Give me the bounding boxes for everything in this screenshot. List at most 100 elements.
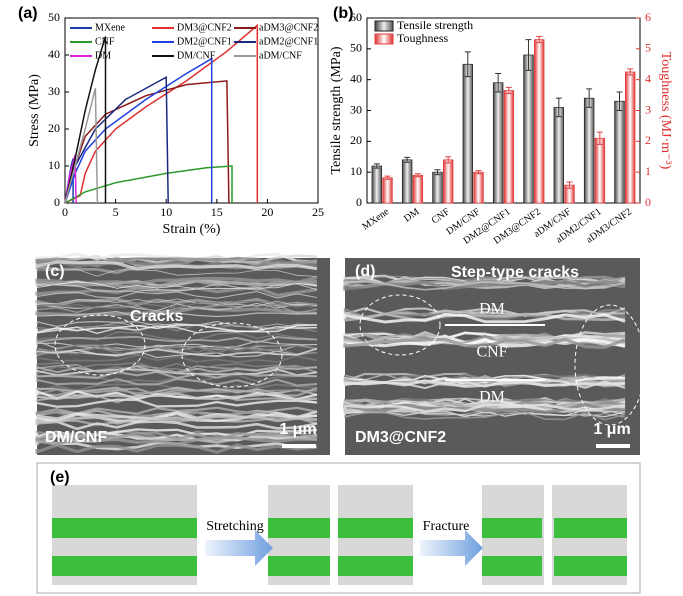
x-tick-label: 10 <box>160 205 172 219</box>
y-tick-label: 4 <box>645 71 651 85</box>
schematic-block <box>544 485 552 585</box>
panel-label: (e) <box>50 469 70 486</box>
sem-texture <box>35 398 318 408</box>
sem-texture <box>36 304 318 314</box>
curve <box>64 36 107 204</box>
schematic-block <box>52 518 197 538</box>
annotation: Cracks <box>130 308 183 325</box>
x-tick-label: CNF <box>430 206 453 226</box>
crack-outline <box>181 322 283 388</box>
y-tick-label: 60 <box>350 10 362 24</box>
bar <box>462 63 474 204</box>
legend-label: DM3@CNF2 <box>177 22 232 33</box>
legend-label: aDM/CNF <box>259 50 302 61</box>
y-tick-label: 10 <box>350 164 362 178</box>
legend-label: aDM2@CNF1 <box>259 36 318 47</box>
error-bar <box>596 131 603 145</box>
y-tick-label: 0 <box>645 195 651 209</box>
sem-texture <box>35 406 318 415</box>
sem-texture <box>343 403 626 414</box>
sem-texture <box>35 431 318 442</box>
step-label: Stretching <box>206 519 264 534</box>
x-tick-label: DM <box>402 206 422 224</box>
sem-texture <box>35 443 318 454</box>
legend-label: aDM3@CNF2 <box>259 22 318 33</box>
sem-texture <box>36 365 318 374</box>
y-tick-label: 0 <box>356 195 362 209</box>
schematic-block <box>330 485 338 585</box>
sample-name: DM/CNF <box>45 429 107 446</box>
y-axis-title: Tensile strength (MPa) <box>329 46 344 174</box>
x-tick-label: 0 <box>62 205 68 219</box>
y-tick-label: 2 <box>645 133 651 147</box>
y-tick-label: 30 <box>48 84 60 98</box>
sem-texture <box>35 305 318 317</box>
y-axis-title: Stress (MPa) <box>27 74 42 147</box>
sem-texture <box>36 324 318 334</box>
bar <box>594 137 606 204</box>
schematic-block <box>268 518 413 538</box>
panel-label: (a) <box>18 5 38 22</box>
sem-texture <box>343 337 626 349</box>
error-bar <box>373 163 380 169</box>
y-tick-label: 0 <box>54 195 60 209</box>
schematic-block <box>482 556 542 576</box>
x-tick-label: 20 <box>261 205 273 219</box>
sem-texture <box>36 302 318 311</box>
sem-texture <box>35 377 318 387</box>
y-tick-label: 30 <box>350 102 362 116</box>
x-tick-label: MXene <box>360 206 391 233</box>
schematic-block <box>52 556 197 576</box>
scale-label: 1 μm <box>279 421 316 438</box>
sem-texture <box>35 260 318 271</box>
sem-texture <box>36 300 318 310</box>
error-bar <box>434 169 441 176</box>
sem-texture <box>36 354 318 364</box>
layer-label: DM <box>479 301 505 318</box>
error-bar <box>627 68 634 76</box>
curve <box>64 165 233 204</box>
layer-label: CNF <box>476 344 507 361</box>
step-label: Fracture <box>423 519 470 534</box>
legend-label: MXene <box>95 22 126 33</box>
sem-texture <box>35 370 318 380</box>
crack-outline <box>359 294 441 356</box>
curve <box>64 154 77 204</box>
sem-texture <box>343 379 626 390</box>
error-bar <box>536 36 543 44</box>
sample-name: DM3@CNF2 <box>355 429 446 446</box>
error-bar <box>495 73 502 93</box>
error-bar <box>505 86 512 95</box>
sem-texture <box>35 433 318 445</box>
sem-texture <box>36 343 318 354</box>
sem-texture <box>36 347 318 358</box>
bar <box>432 171 443 204</box>
legend-swatch <box>374 33 394 45</box>
bar <box>533 39 545 204</box>
sem-texture <box>35 285 318 297</box>
panel-label: (d) <box>355 263 375 280</box>
sem-texture <box>35 256 318 268</box>
curve <box>64 57 213 204</box>
bar <box>583 97 595 204</box>
bar <box>382 177 393 204</box>
sem-texture <box>343 403 626 415</box>
sem-texture <box>36 310 318 318</box>
bar <box>442 159 454 204</box>
sem-texture <box>343 337 626 348</box>
bar <box>371 165 383 204</box>
layer-label: DM <box>479 389 505 406</box>
bar <box>473 171 484 204</box>
error-bar <box>384 175 391 180</box>
schematic-block <box>482 518 542 538</box>
plot-frame <box>64 17 319 204</box>
legend-label: DM2@CNF1 <box>177 36 232 47</box>
error-bar <box>586 88 593 108</box>
sem-texture <box>36 298 318 307</box>
bar <box>492 82 504 204</box>
sem-texture <box>35 279 318 289</box>
legend-swatch <box>374 20 394 32</box>
sem-texture <box>35 420 318 431</box>
y-tick-label: 1 <box>645 164 651 178</box>
sem-texture <box>35 410 318 421</box>
